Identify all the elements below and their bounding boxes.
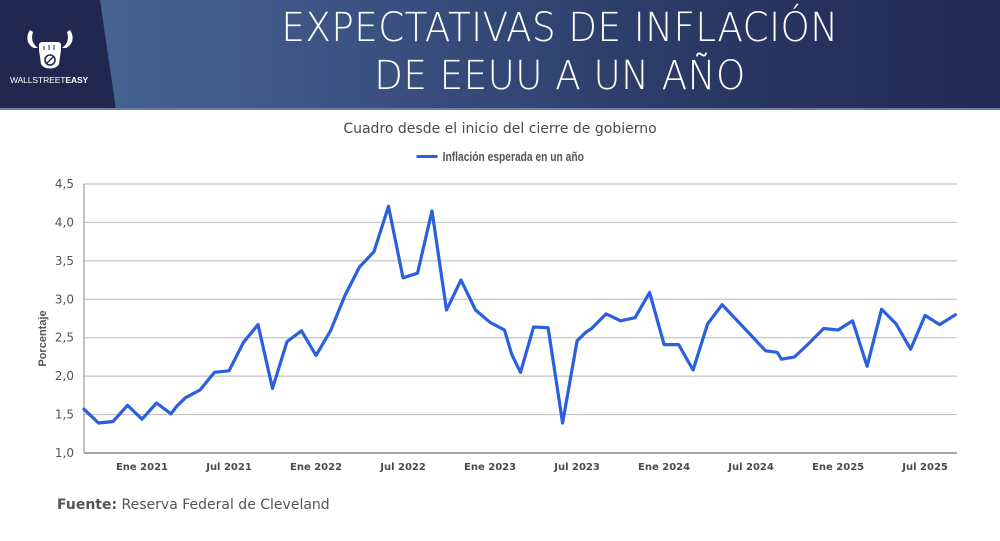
title-line-2: DE EEUU A UN AÑO [374,53,746,99]
brand-name: WALLSTREETEASY [10,75,100,85]
x-tick-label: Jul 2022 [379,462,426,473]
header-divider [0,108,1000,110]
series-group [82,204,958,425]
brand-name-bold: EASY [65,75,89,85]
y-tick-label: 3,0 [55,292,74,306]
source-value: Reserva Federal de Cleveland [121,497,330,513]
page-title: EXPECTATIVAS DE INFLACIÓN DE EEUU A UN A… [160,4,960,100]
y-tick-label: 3,5 [55,254,74,268]
legend-label: Inflación esperada en un año [442,149,584,164]
bull-fist-logo-icon [27,30,73,69]
x-tick-label: Jul 2023 [553,462,600,473]
header-banner: WALLSTREETEASY EXPECTATIVAS DE INFLACIÓN… [0,0,1000,110]
gridlines [84,183,957,416]
logo-panel: WALLSTREETEASY [0,0,116,110]
y-axis-ticks: 1,0 1,5 2,0 2,5 3,0 3,5 4,0 4,5 [55,177,74,460]
y-tick-label: 2,5 [55,331,74,345]
y-tick-label: 2,0 [55,369,74,383]
x-axis-ticks: Ene 2021 Jul 2021 Ene 2022 Jul 2022 Ene 2023… [116,462,948,473]
brand-name-light: WALLSTREET [10,75,66,85]
source-label: Fuente: [57,497,118,513]
x-tick-label: Ene 2022 [290,462,342,473]
x-tick-label: Jul 2024 [727,462,774,473]
x-tick-label: Ene 2024 [638,462,690,473]
series-line [82,204,958,425]
chart-legend: Inflación esperada en un año [0,147,1000,164]
x-tick-label: Jul 2021 [205,462,252,473]
x-tick-label: Ene 2023 [464,462,516,473]
source-note: Fuente: Reserva Federal de Cleveland [57,497,330,513]
y-axis-label: Porcentaje [37,310,49,366]
x-tick-label: Ene 2021 [116,462,168,473]
x-tick-label: Ene 2025 [812,462,864,473]
y-tick-label: 1,5 [55,408,74,422]
title-line-1: EXPECTATIVAS DE INFLACIÓN [281,5,839,51]
x-tick-label: Jul 2025 [901,462,948,473]
chart-title: Cuadro desde el inicio del cierre de gob… [343,121,657,137]
legend-item: Inflación esperada en un año [416,149,584,164]
legend-swatch [416,155,438,158]
y-tick-label: 1,0 [55,446,74,460]
y-tick-label: 4,0 [55,215,74,229]
y-tick-label: 4,5 [55,177,74,191]
